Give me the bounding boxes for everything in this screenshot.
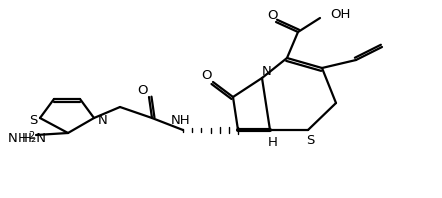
- Text: N: N: [8, 131, 18, 145]
- Text: N: N: [98, 113, 108, 127]
- Text: NH: NH: [171, 113, 191, 127]
- Text: O: O: [267, 9, 277, 22]
- Text: H: H: [18, 131, 28, 145]
- Text: N: N: [262, 65, 272, 77]
- Text: OH: OH: [330, 8, 351, 21]
- Text: S: S: [29, 113, 37, 127]
- Text: 2: 2: [28, 131, 34, 141]
- Text: S: S: [306, 134, 314, 148]
- Text: H₂N: H₂N: [22, 131, 47, 145]
- Text: H: H: [268, 135, 278, 148]
- Text: O: O: [137, 84, 147, 96]
- Text: O: O: [201, 69, 211, 82]
